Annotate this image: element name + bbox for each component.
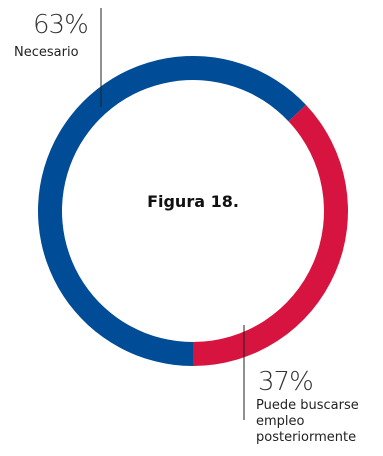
slice-necesario-percent: 63% (33, 10, 89, 40)
donut-slice-necesario (38, 55, 306, 366)
donut-slice-puede (193, 104, 348, 366)
slice-puede-label: Puede buscarse empleo posteriormente (256, 398, 359, 445)
slice-puede-percent: 37% (258, 367, 314, 397)
chart-title: Figura 18. (147, 192, 239, 211)
slice-necesario-label: Necesario (14, 45, 79, 60)
